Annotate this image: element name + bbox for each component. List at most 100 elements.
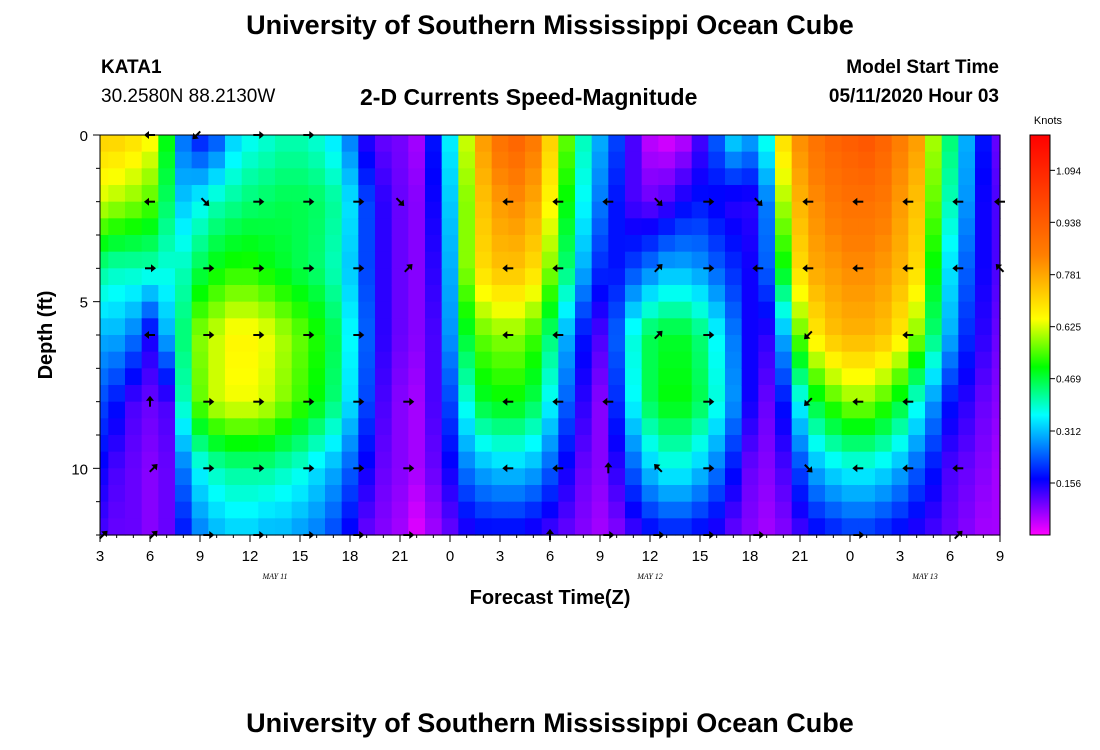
heatmap-cell (991, 518, 1001, 536)
heatmap-cell (691, 435, 709, 453)
heatmap-cell (858, 235, 876, 253)
heatmap-cell (575, 285, 593, 303)
current-arrow (604, 462, 613, 474)
heatmap-cell (908, 418, 926, 436)
heatmap-cell (991, 468, 1001, 486)
heatmap-cell (891, 235, 909, 253)
heatmap-cell (791, 435, 809, 453)
arrow-head (709, 397, 715, 406)
heatmap-cell (975, 285, 993, 303)
heatmap-cell (725, 418, 743, 436)
heatmap-cell (258, 185, 276, 203)
heatmap-cell (625, 251, 643, 269)
heatmap-cell (325, 418, 343, 436)
heatmap-cell (691, 351, 709, 369)
heatmap-cell (441, 368, 459, 386)
current-arrow (353, 331, 365, 339)
heatmap-cell (491, 301, 509, 319)
heatmap-cell (875, 235, 893, 253)
heatmap-cell (308, 318, 326, 336)
heatmap-cell (625, 135, 643, 153)
heatmap-cell (791, 501, 809, 519)
heatmap-cell (458, 335, 476, 353)
heatmap-cell (941, 518, 959, 536)
heatmap-cell (725, 301, 743, 319)
heatmap-cell (100, 518, 109, 536)
arrow-head (259, 197, 265, 206)
heatmap-cell (458, 151, 476, 169)
heatmap-cell (641, 151, 659, 169)
heatmap-cell (825, 268, 843, 286)
heatmap-cell (358, 168, 376, 186)
heatmap-cell (425, 385, 443, 403)
heatmap-cell (508, 501, 526, 519)
heatmap-cell (841, 185, 859, 203)
colorbar-tick-label: 0.781 (1056, 271, 1081, 282)
current-arrow (703, 464, 715, 473)
heatmap-cell (425, 268, 443, 286)
heatmap-cell (691, 485, 709, 503)
current-arrow (253, 264, 265, 273)
heatmap-cell (725, 501, 743, 519)
heatmap-cell (408, 268, 426, 286)
heatmap-cell (675, 285, 693, 303)
heatmap-cell (608, 218, 626, 236)
heatmap-cell (975, 518, 993, 536)
heatmap-cell (241, 318, 259, 336)
heatmap-cell (241, 268, 259, 286)
heatmap-cell (208, 285, 226, 303)
heatmap-cell (775, 485, 793, 503)
heatmap-cell (291, 268, 309, 286)
heatmap-cell (375, 318, 393, 336)
current-arrow (703, 264, 715, 273)
heatmap-cell (575, 518, 593, 536)
heatmap-cell (358, 401, 376, 419)
heatmap-cell (891, 351, 909, 369)
heatmap-cell (408, 418, 426, 436)
heatmap-cell (441, 218, 459, 236)
heatmap-cell (258, 235, 276, 253)
heatmap-cell (225, 185, 243, 203)
heatmap-cell (108, 218, 126, 236)
heatmap-cell (991, 335, 1001, 353)
heatmap-cell (475, 385, 493, 403)
heatmap-cell (858, 401, 876, 419)
heatmap-cell (758, 151, 776, 169)
heatmap-cell (725, 251, 743, 269)
heatmap-cell (791, 301, 809, 319)
heatmap-cell (858, 151, 876, 169)
heatmap-cell (541, 385, 559, 403)
heatmap-cell (825, 185, 843, 203)
heatmap-cell (941, 485, 959, 503)
heatmap-cell (775, 285, 793, 303)
heatmap-cell (825, 435, 843, 453)
heatmap-cell (808, 485, 826, 503)
heatmap-cell (391, 368, 409, 386)
heatmap-cell (341, 251, 359, 269)
heatmap-cell (158, 451, 176, 469)
heatmap-cell (875, 485, 893, 503)
heatmap-cell (808, 218, 826, 236)
heatmap-cell (358, 501, 376, 519)
heatmap-cell (608, 318, 626, 336)
heatmap-cell (425, 301, 443, 319)
heatmap-cell (175, 485, 193, 503)
heatmap-cell (441, 135, 459, 153)
heatmap-cell (558, 268, 576, 286)
heatmap-cell (725, 268, 743, 286)
current-arrow (952, 464, 964, 473)
heatmap-cell (975, 335, 993, 353)
heatmap-cell (658, 351, 676, 369)
heatmap-cell (725, 185, 743, 203)
arrow-head (804, 332, 811, 340)
arrow-head (209, 464, 215, 473)
x-tick-label: 9 (596, 548, 604, 565)
heatmap-cell (741, 268, 759, 286)
heatmap-cell (525, 501, 543, 519)
heatmap-cell (725, 385, 743, 403)
heatmap-cell (308, 468, 326, 486)
heatmap-cell (541, 185, 559, 203)
heatmap-cell (141, 418, 159, 436)
heatmap-cell (991, 401, 1001, 419)
